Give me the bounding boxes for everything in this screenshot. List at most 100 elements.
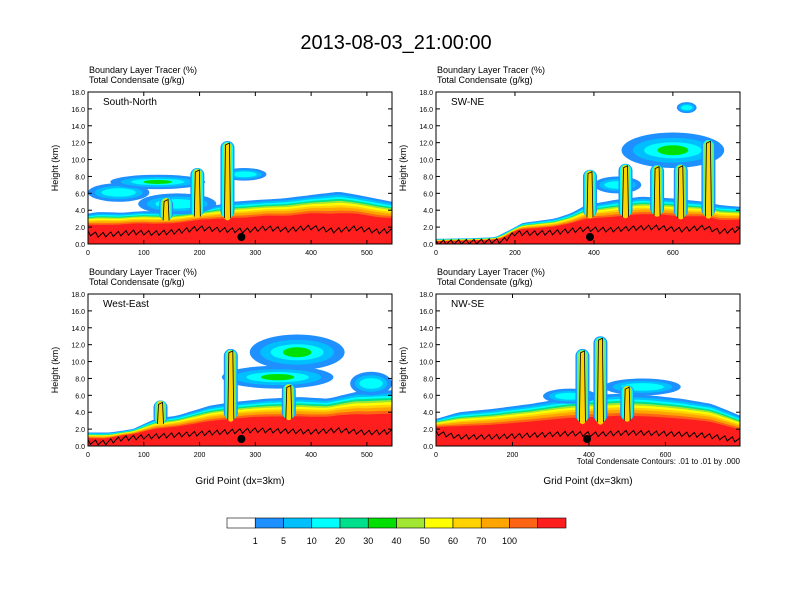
y-axis-label: Height (km) bbox=[398, 347, 408, 394]
convective-tower bbox=[227, 351, 234, 422]
colorbar-label: 1 bbox=[253, 536, 258, 546]
colorbar-label: 20 bbox=[335, 536, 345, 546]
condensate-contour bbox=[597, 337, 604, 423]
colorbar-swatch bbox=[424, 517, 454, 529]
convective-tower bbox=[224, 143, 231, 221]
y-tick-label: 0.0 bbox=[75, 242, 85, 249]
y-tick-label: 2.0 bbox=[423, 427, 433, 434]
y-tick-label: 18.0 bbox=[71, 90, 85, 97]
y-tick-label: 6.0 bbox=[423, 393, 433, 400]
y-tick-label: 8.0 bbox=[75, 174, 85, 181]
convective-tower bbox=[677, 165, 684, 220]
panel-heading-condensate: Total Condensate (g/kg) bbox=[89, 277, 185, 287]
y-tick-label: 10.0 bbox=[71, 158, 85, 165]
panel-heading-tracer: Boundary Layer Tracer (%) bbox=[89, 267, 197, 277]
convective-tower bbox=[654, 166, 660, 217]
condensate-contour bbox=[622, 165, 629, 217]
colorbar-label: 10 bbox=[307, 536, 317, 546]
y-tick-label: 18.0 bbox=[419, 292, 433, 299]
y-tick-label: 16.0 bbox=[71, 107, 85, 114]
condensate-contour bbox=[157, 401, 164, 424]
tracer-field bbox=[88, 334, 392, 446]
y-tick-label: 12.0 bbox=[71, 141, 85, 148]
y-tick-label: 0.0 bbox=[423, 444, 433, 451]
x-tick-label: 100 bbox=[138, 250, 150, 257]
convective-tower bbox=[194, 169, 201, 218]
chart-panel-sw-ne: 0.0 2.0 4.0 6.0 8.0 10.0 12.0 14.0 16.0 18.0 0 200 4… bbox=[398, 65, 741, 257]
x-tick-label: 400 bbox=[305, 250, 317, 257]
x-tick-label: 100 bbox=[138, 452, 150, 459]
panel-heading-condensate: Total Condensate (g/kg) bbox=[437, 277, 533, 287]
x-tick-label: 400 bbox=[588, 250, 600, 257]
y-tick-label: 2.0 bbox=[75, 427, 85, 434]
x-tick-label: 500 bbox=[361, 250, 373, 257]
colorbar-swatch bbox=[452, 517, 482, 529]
plot-frame bbox=[435, 91, 741, 245]
condensate-contour bbox=[162, 198, 170, 221]
y-tick-label: 18.0 bbox=[419, 90, 433, 97]
x-tick-label: 500 bbox=[361, 452, 373, 459]
y-tick-label: 16.0 bbox=[71, 309, 85, 316]
terrain-line bbox=[436, 429, 740, 443]
colorbar-swatch bbox=[509, 517, 539, 529]
convective-tower bbox=[157, 401, 164, 425]
y-tick-label: 12.0 bbox=[419, 141, 433, 148]
x-tick-label: 600 bbox=[660, 452, 672, 459]
condensate-contour bbox=[677, 165, 685, 218]
tracer-patch bbox=[143, 179, 172, 184]
plot-frame bbox=[87, 91, 393, 245]
chart-panel-south-north: 0.0 2.0 4.0 6.0 8.0 10.0 12.0 14.0 16.0 18.0 0 100 2… bbox=[50, 65, 393, 257]
colorbar-swatch bbox=[537, 517, 567, 529]
convective-tower bbox=[597, 338, 604, 425]
convective-tower bbox=[163, 198, 169, 222]
y-tick-label: 10.0 bbox=[71, 360, 85, 367]
y-tick-label: 6.0 bbox=[75, 393, 85, 400]
y-axis-label: Height (km) bbox=[398, 145, 408, 192]
y-tick-label: 16.0 bbox=[419, 309, 433, 316]
y-tick-label: 4.0 bbox=[423, 208, 433, 215]
y-tick-label: 8.0 bbox=[423, 376, 433, 383]
y-axis-label: Height (km) bbox=[50, 145, 60, 192]
panel-heading-tracer: Boundary Layer Tracer (%) bbox=[89, 65, 197, 75]
colorbar-swatch bbox=[226, 517, 256, 529]
panel-label: SW-NE bbox=[451, 97, 484, 108]
colorbar: 1 5 10 20 30 40 50 60 70 100 bbox=[226, 517, 567, 546]
convective-tower bbox=[286, 384, 292, 421]
tracer-patch bbox=[657, 145, 689, 156]
convective-tower bbox=[622, 165, 629, 219]
location-marker bbox=[237, 233, 246, 241]
location-marker bbox=[583, 435, 592, 443]
y-tick-label: 0.0 bbox=[423, 242, 433, 249]
y-tick-label: 14.0 bbox=[71, 124, 85, 131]
condensate-contour bbox=[623, 386, 631, 421]
x-tick-label: 400 bbox=[305, 452, 317, 459]
figure-title: 2013-08-03_21:00:00 bbox=[300, 32, 492, 54]
x-tick-label: 300 bbox=[249, 452, 261, 459]
chart-panel-west-east: 0.0 2.0 4.0 6.0 8.0 10.0 12.0 14.0 16.0 18.0 0 100 2… bbox=[50, 267, 393, 487]
tracer-patch bbox=[681, 105, 693, 111]
location-marker bbox=[585, 233, 594, 241]
colorbar-label: 40 bbox=[391, 536, 401, 546]
x-tick-label: 0 bbox=[434, 250, 438, 257]
y-tick-label: 16.0 bbox=[419, 107, 433, 114]
tracer-field bbox=[436, 102, 740, 244]
y-tick-label: 2.0 bbox=[75, 225, 85, 232]
condensate-contour-note: Total Condensate Contours: .01 to .01 by… bbox=[577, 457, 741, 466]
y-tick-label: 4.0 bbox=[75, 410, 85, 417]
tracer-patch bbox=[231, 171, 257, 178]
chart-panel-nw-se: 0.0 2.0 4.0 6.0 8.0 10.0 12.0 14.0 16.0 18.0 0 200 4… bbox=[398, 267, 741, 487]
terrain-line bbox=[436, 224, 740, 244]
panel-heading-tracer: Boundary Layer Tracer (%) bbox=[437, 267, 545, 277]
y-tick-label: 6.0 bbox=[423, 191, 433, 198]
y-tick-label: 14.0 bbox=[419, 124, 433, 131]
condensate-contour bbox=[586, 171, 594, 218]
terrain-line bbox=[88, 224, 392, 238]
y-tick-label: 14.0 bbox=[419, 326, 433, 333]
colorbar-label: 100 bbox=[502, 536, 517, 546]
y-tick-label: 14.0 bbox=[71, 326, 85, 333]
tracer-band bbox=[436, 214, 740, 244]
colorbar-swatch bbox=[283, 517, 313, 529]
panel-label: West-East bbox=[103, 299, 149, 310]
convective-tower bbox=[587, 171, 593, 219]
